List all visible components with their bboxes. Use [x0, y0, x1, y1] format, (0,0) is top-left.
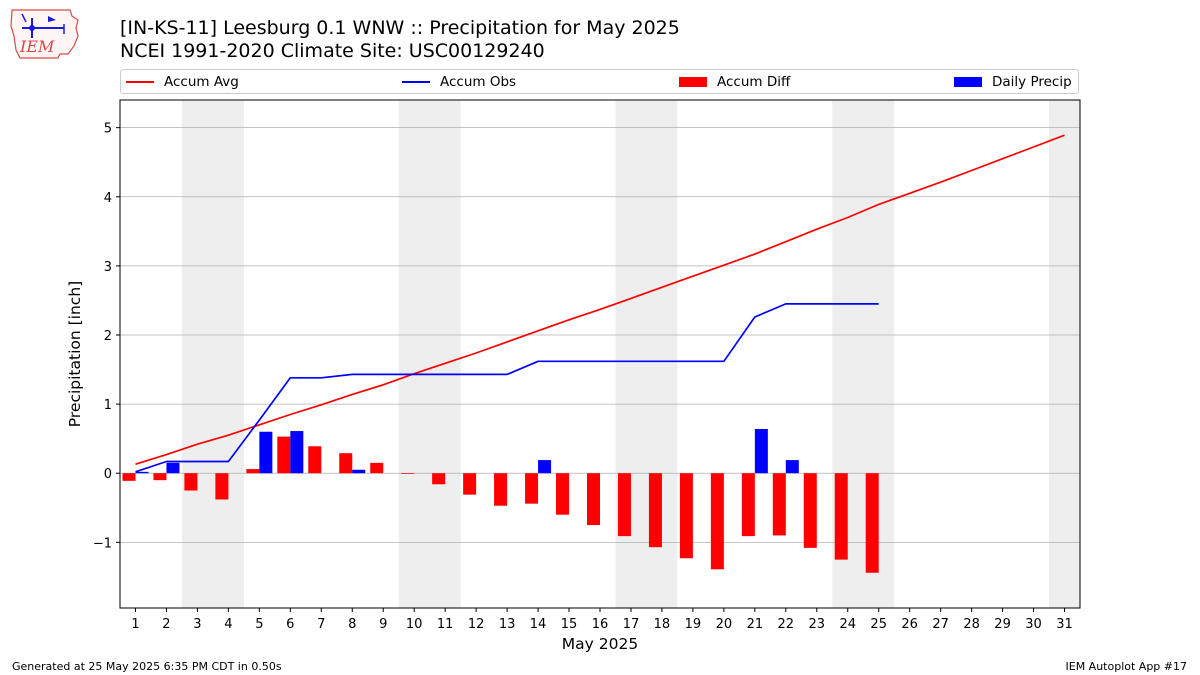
- x-tick-label: 26: [901, 617, 918, 632]
- accum-diff-bar: [308, 446, 322, 474]
- daily-precip-bar: [135, 471, 149, 474]
- x-tick-label: 14: [530, 617, 547, 632]
- x-tick-label: 23: [809, 617, 826, 632]
- accum-diff-bar: [153, 473, 167, 481]
- app-credit: IEM Autoplot App #17: [1065, 660, 1188, 673]
- legend-item-accum-diff: Accum Diff: [679, 70, 790, 93]
- y-axis-label: Precipitation [inch]: [66, 281, 84, 427]
- y-tick-label: 0: [104, 467, 112, 482]
- x-tick-label: 10: [406, 617, 423, 632]
- x-tick-label: 9: [379, 617, 387, 632]
- x-tick-label: 16: [592, 617, 609, 632]
- x-tick-label: 8: [348, 617, 356, 632]
- daily-precip-bar: [166, 462, 180, 474]
- legend-item-accum-avg: Accum Avg: [126, 70, 239, 93]
- legend-item-accum-obs: Accum Obs: [402, 70, 516, 93]
- x-tick-label: 17: [623, 617, 640, 632]
- weekend-band: [398, 100, 461, 608]
- x-tick-label: 2: [162, 617, 170, 632]
- legend-label-accum-diff: Accum Diff: [717, 73, 791, 90]
- accum-diff-bar: [184, 473, 198, 491]
- x-tick-label: 6: [286, 617, 294, 632]
- x-tick-label: 15: [561, 617, 578, 632]
- accum-diff-bar: [617, 473, 631, 537]
- y-tick-label: 1: [104, 398, 112, 413]
- accum-diff-bar: [401, 473, 415, 474]
- accum-avg-line: [135, 134, 1065, 466]
- x-tick-label: 12: [468, 617, 485, 632]
- x-tick-label: 27: [932, 617, 949, 632]
- accum-diff-bar: [246, 469, 260, 474]
- legend-label-accum-obs: Accum Obs: [440, 73, 517, 90]
- x-tick-label: 1: [131, 617, 139, 632]
- accum-diff-bar: [648, 473, 662, 548]
- chart-legend: Accum Avg Accum Obs Accum Diff Daily Pre…: [120, 69, 1079, 94]
- x-tick-label: 11: [437, 617, 454, 632]
- x-tick-label: 31: [1056, 617, 1073, 632]
- accum-diff-bar: [494, 473, 508, 506]
- plot-frame: [119, 99, 1081, 609]
- x-tick-label: 28: [963, 617, 980, 632]
- accum-diff-bar: [710, 473, 724, 570]
- accum-diff-bar: [741, 473, 755, 537]
- accum-obs-line: [135, 303, 879, 473]
- accum-diff-bar: [865, 473, 879, 573]
- x-axis-label: May 2025: [562, 635, 638, 653]
- x-tick-label: 18: [654, 617, 671, 632]
- y-tick-label: 3: [104, 260, 112, 275]
- legend-label-accum-avg: Accum Avg: [164, 73, 239, 90]
- y-tick-label: 4: [104, 191, 112, 206]
- daily-precip-bar: [290, 431, 304, 474]
- legend-swatch-accum-obs: [402, 80, 430, 83]
- accum-diff-bar: [679, 473, 693, 559]
- daily-precip-bar: [785, 460, 799, 474]
- daily-precip-bar: [538, 460, 552, 474]
- x-tick-label: 3: [193, 617, 201, 632]
- accum-diff-bar: [215, 473, 229, 500]
- legend-item-daily-precip: Daily Precip: [954, 70, 1072, 93]
- svg-text:IEM: IEM: [19, 37, 55, 56]
- generated-timestamp: Generated at 25 May 2025 6:35 PM CDT in …: [12, 660, 282, 673]
- iem-logo: IEM: [8, 6, 80, 60]
- legend-swatch-accum-diff: [679, 76, 707, 87]
- accum-diff-bar: [586, 473, 600, 526]
- accum-diff-bar: [122, 473, 136, 481]
- accum-diff-bar: [339, 453, 353, 474]
- weekend-band: [181, 100, 244, 608]
- accum-diff-bar: [772, 473, 786, 536]
- x-tick-label: 19: [685, 617, 702, 632]
- chart-subtitle: NCEI 1991-2020 Climate Site: USC00129240: [120, 40, 545, 62]
- x-tick-label: 29: [994, 617, 1011, 632]
- accum-diff-bar: [277, 436, 291, 474]
- accum-diff-bar: [556, 473, 570, 515]
- legend-swatch-daily-precip: [954, 76, 982, 87]
- weekend-band: [1049, 100, 1080, 608]
- x-tick-label: 24: [839, 617, 856, 632]
- x-tick-label: 25: [870, 617, 887, 632]
- accum-diff-bar: [463, 473, 477, 495]
- accum-diff-bar: [370, 462, 384, 474]
- accum-diff-bar: [834, 473, 848, 560]
- x-tick-label: 21: [747, 617, 764, 632]
- x-tick-label: 13: [499, 617, 516, 632]
- x-tick-label: 7: [317, 617, 325, 632]
- daily-precip-bar: [352, 469, 366, 474]
- y-tick-label: −1: [93, 536, 112, 551]
- legend-label-daily-precip: Daily Precip: [992, 73, 1072, 90]
- x-tick-label: 22: [778, 617, 795, 632]
- chart-title: [IN-KS-11] Leesburg 0.1 WNW :: Precipita…: [120, 17, 680, 39]
- daily-precip-bar: [259, 431, 273, 474]
- accum-diff-bar: [803, 473, 817, 548]
- x-tick-label: 20: [716, 617, 733, 632]
- daily-precip-bar: [754, 428, 768, 474]
- x-tick-label: 5: [255, 617, 263, 632]
- x-tick-label: 4: [224, 617, 232, 632]
- legend-swatch-accum-avg: [126, 80, 154, 83]
- x-tick-label: 30: [1025, 617, 1042, 632]
- y-tick-label: 2: [104, 329, 112, 344]
- y-tick-label: 5: [104, 122, 112, 137]
- accum-diff-bar: [432, 473, 446, 485]
- accum-diff-bar: [525, 473, 539, 504]
